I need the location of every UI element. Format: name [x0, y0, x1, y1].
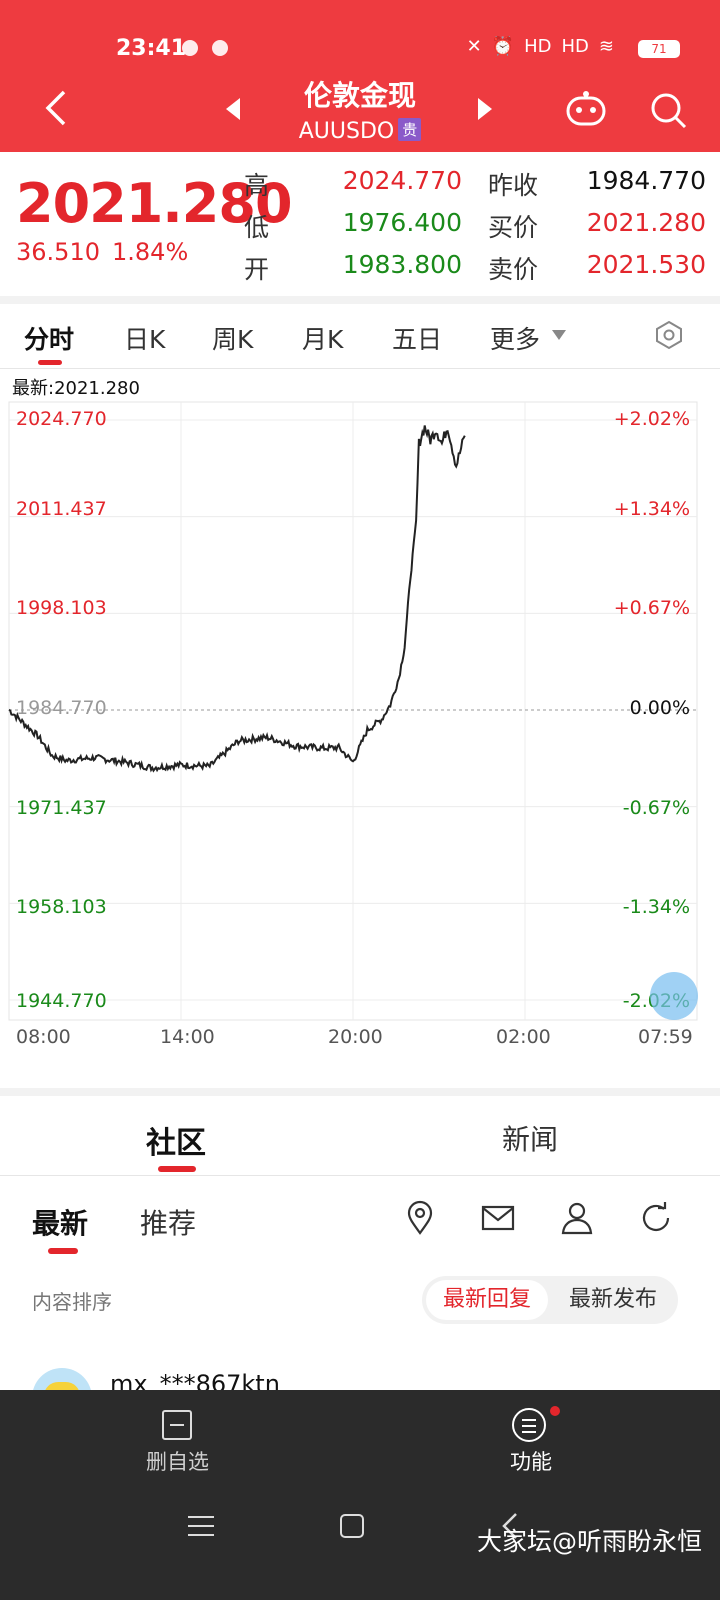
tab-daily-k[interactable]: 日K	[124, 325, 166, 354]
functions-label[interactable]: 功能	[510, 1450, 552, 1474]
back-icon[interactable]	[40, 88, 70, 128]
nav-back-icon[interactable]	[500, 1512, 520, 1540]
watermark: 大家坛@听雨盼永恒	[476, 1527, 702, 1556]
y-tick-label: 1958.103	[16, 896, 107, 918]
tab-monthly-k[interactable]: 月K	[302, 325, 344, 354]
section-divider	[0, 296, 720, 304]
open-label: 开	[244, 255, 270, 284]
last-price: 2021.280	[16, 172, 293, 235]
tabs-divider	[0, 368, 720, 369]
subtab-recommend[interactable]: 推荐	[140, 1207, 197, 1240]
low-value: 1976.400	[342, 208, 462, 237]
sort-label: 内容排序	[32, 1290, 112, 1314]
settings-hexagon-icon[interactable]	[654, 320, 684, 350]
tabs-divider	[0, 1175, 720, 1176]
tab-more[interactable]: 更多	[490, 325, 541, 354]
x-tick-label: 08:00	[16, 1026, 71, 1048]
pct-tick-label: +1.34%	[613, 498, 690, 520]
remove-watchlist-icon[interactable]	[162, 1410, 192, 1440]
battery-icon: 71	[638, 40, 680, 58]
search-icon[interactable]	[648, 90, 688, 130]
next-symbol-icon[interactable]	[478, 98, 492, 120]
home-icon[interactable]	[340, 1514, 364, 1538]
section-divider	[0, 1088, 720, 1096]
tab-weekly-k[interactable]: 周K	[212, 325, 254, 354]
ask-value: 2021.530	[586, 250, 706, 279]
fullscreen-float-button[interactable]	[650, 972, 698, 1020]
price-series-line	[8, 425, 466, 773]
bid-value: 2021.280	[586, 208, 706, 237]
pct-tick-label: +0.67%	[613, 597, 690, 619]
y-tick-label: 1984.770	[16, 697, 107, 719]
x-tick-label: 02:00	[496, 1026, 551, 1048]
notification-icon	[182, 40, 198, 56]
x-tick-label: 20:00	[328, 1026, 383, 1048]
tab-active-indicator	[38, 360, 62, 365]
prev-symbol-icon[interactable]	[226, 98, 240, 120]
status-time: 23:41	[116, 36, 187, 61]
intraday-chart[interactable]	[0, 400, 720, 1022]
symbol-subtitle: AUUSDO 贵	[0, 118, 720, 144]
recent-apps-icon[interactable]	[188, 1516, 214, 1538]
location-pin-icon[interactable]	[402, 1200, 438, 1236]
tab-community[interactable]: 社区	[146, 1126, 206, 1161]
sort-latest-post-button[interactable]: 最新发布	[568, 1287, 657, 1312]
notification-icon-2	[212, 40, 228, 56]
subtab-latest[interactable]: 最新	[32, 1207, 89, 1240]
tab-news[interactable]: 新闻	[502, 1123, 559, 1156]
price-change: 36.510	[16, 238, 100, 266]
mute-icon: ✕	[466, 36, 482, 57]
y-tick-label: 1971.437	[16, 797, 107, 819]
symbol-code: AUUSDO	[298, 119, 395, 144]
chart-grid	[9, 402, 697, 1020]
chevron-down-icon[interactable]	[552, 330, 566, 340]
high-label: 高	[244, 171, 270, 200]
bid-label: 买价	[488, 213, 539, 242]
signal-icon-2: HD	[561, 36, 589, 57]
ask-label: 卖价	[488, 255, 539, 284]
pct-tick-label: 0.00%	[629, 697, 690, 719]
notification-dot	[550, 1406, 560, 1416]
user-icon[interactable]	[559, 1200, 595, 1236]
open-value: 1983.800	[342, 250, 462, 279]
wifi-icon: ≋	[598, 36, 614, 57]
subtab-active-indicator	[48, 1248, 78, 1254]
remove-watchlist-label[interactable]: 删自选	[146, 1450, 209, 1474]
high-value: 2024.770	[342, 166, 462, 195]
tab-five-day[interactable]: 五日	[392, 325, 443, 354]
robot-assistant-icon[interactable]	[564, 90, 608, 128]
alarm-icon: ⏰	[491, 36, 515, 57]
prev-close-value: 1984.770	[586, 166, 706, 195]
refresh-icon[interactable]	[638, 1200, 674, 1236]
low-label: 低	[244, 213, 270, 242]
app-header: 23:41 ✕ ⏰ HD HD ≋ 71 伦敦金现 AUUSDO 贵	[0, 0, 720, 152]
functions-menu-icon[interactable]	[512, 1408, 546, 1442]
price-change-pct: 1.84%	[112, 238, 189, 266]
pct-tick-label: -1.34%	[622, 896, 690, 918]
y-tick-label: 2011.437	[16, 498, 107, 520]
sort-latest-reply-button[interactable]: 最新回复	[426, 1280, 548, 1320]
y-tick-label: 1944.770	[16, 990, 107, 1012]
page-title: 伦敦金现	[303, 79, 416, 112]
tab-intraday[interactable]: 分时	[24, 325, 75, 354]
bottom-action-bar	[0, 1390, 720, 1600]
x-tick-label: 14:00	[160, 1026, 215, 1048]
y-tick-label: 2024.770	[16, 408, 107, 430]
mail-icon[interactable]	[480, 1200, 516, 1236]
status-icons: ✕ ⏰ HD HD ≋	[467, 36, 670, 57]
category-badge: 贵	[398, 118, 422, 141]
tab-active-indicator	[158, 1166, 196, 1172]
pct-tick-label: -0.67%	[622, 797, 690, 819]
latest-price-label: 最新:2021.280	[12, 378, 140, 399]
x-tick-label: 07:59	[638, 1026, 693, 1048]
y-tick-label: 1998.103	[16, 597, 107, 619]
pct-tick-label: +2.02%	[613, 408, 690, 430]
signal-icon: HD	[524, 36, 552, 57]
prev-close-label: 昨收	[488, 171, 539, 200]
